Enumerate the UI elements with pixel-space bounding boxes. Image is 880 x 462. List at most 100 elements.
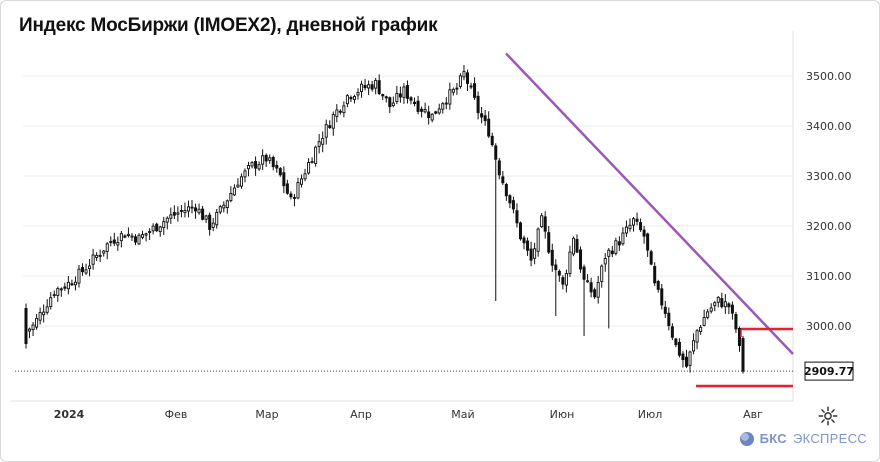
candle-body [511, 200, 515, 210]
candle-body [42, 311, 46, 316]
candle-body [169, 214, 173, 219]
candle-body [663, 306, 667, 314]
candle-body [384, 96, 388, 99]
candle-body [458, 75, 462, 87]
candle-body [49, 297, 53, 308]
candle-body [243, 170, 247, 178]
candle-body [232, 187, 236, 196]
candle-body [73, 281, 77, 286]
candle-body [476, 95, 480, 114]
candle-body [84, 269, 88, 274]
candle-body [607, 249, 611, 257]
candle-body [391, 102, 395, 107]
candle-body [434, 111, 438, 114]
candle-body [398, 93, 402, 98]
candle-body [211, 222, 215, 228]
candle-body [307, 162, 311, 174]
candle-body [218, 206, 222, 213]
candle-body [81, 266, 85, 273]
y-tick-label: 3200.00 [806, 220, 852, 233]
candle-body [480, 113, 484, 118]
candle-body [395, 92, 399, 102]
candle-body [388, 97, 392, 108]
candle-body [702, 317, 706, 326]
candle-body [310, 161, 314, 164]
candle-body [536, 228, 540, 252]
candle-body [727, 303, 731, 308]
candle-body [35, 317, 39, 328]
candle-body [367, 84, 371, 89]
candle-body [681, 353, 685, 361]
candle-body [126, 233, 130, 236]
y-tick-label: 3300.00 [806, 170, 852, 183]
candle-body [448, 89, 452, 105]
candle-body [292, 197, 296, 199]
candle-body [554, 264, 558, 271]
candle-body [303, 173, 307, 180]
candle-body [653, 266, 657, 284]
candle-body [264, 154, 268, 162]
candle-body [52, 294, 56, 297]
candle-body [296, 182, 300, 199]
candle-body [285, 183, 289, 194]
x-tick-label: Авг [743, 408, 763, 421]
candle-body [462, 71, 466, 78]
candle-body [229, 193, 233, 202]
candle-body [667, 312, 671, 326]
candle-body [649, 251, 653, 265]
candle-body [278, 168, 282, 176]
candle-body [635, 218, 639, 222]
candle-body [363, 84, 367, 89]
candle-body [737, 327, 741, 347]
candle-body [158, 226, 162, 233]
candle-body [692, 340, 696, 352]
chart-title: Индекс МосБиржи (IMOEX2), дневной график [19, 15, 438, 36]
candle-body [208, 214, 212, 230]
candle-body [677, 341, 681, 356]
candle-body [172, 212, 176, 216]
x-tick-label: Мар [255, 408, 278, 421]
candle-body [335, 109, 339, 117]
candle-body [289, 193, 293, 198]
brand-suffix: ЭКСПРЕСС [792, 431, 867, 446]
candle-body [324, 124, 328, 138]
candle-body [66, 281, 70, 290]
candle-body [413, 101, 417, 105]
candle-body [370, 84, 374, 90]
candle-body [571, 237, 575, 255]
candle-body [360, 83, 364, 93]
candle-body [405, 85, 409, 99]
candle-body [723, 301, 727, 308]
candle-body [257, 164, 261, 170]
candle-body [455, 87, 459, 90]
candle-body [70, 283, 74, 286]
candle-body [282, 172, 286, 187]
candle-body [130, 235, 134, 238]
candle-body [695, 330, 699, 343]
candle-body [487, 118, 491, 137]
candle-body [593, 289, 597, 298]
candle-body [614, 240, 618, 254]
candle-body [533, 248, 537, 259]
candle-body [271, 157, 275, 168]
candle-body [247, 165, 251, 170]
candle-body [420, 108, 424, 112]
candle-body [225, 200, 229, 208]
candle-body [91, 254, 95, 265]
x-tick-label: Май [451, 408, 474, 421]
candle-body [179, 210, 183, 212]
candle-body [222, 204, 226, 209]
candle-body [529, 248, 533, 261]
candle-body [557, 270, 561, 276]
gear-icon[interactable] [817, 405, 839, 427]
candle-body [540, 215, 544, 228]
candle-body [451, 88, 455, 93]
candle-body [148, 231, 152, 233]
candle-body [579, 249, 583, 270]
candle-body [741, 338, 745, 372]
candle-body [268, 157, 272, 161]
candle-body [95, 254, 99, 258]
candle-body [504, 184, 508, 197]
candle-body [628, 224, 632, 230]
